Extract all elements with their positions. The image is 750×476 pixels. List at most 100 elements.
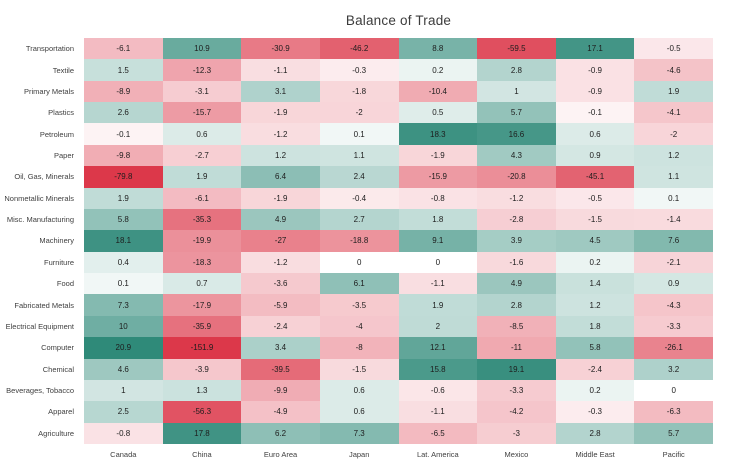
heatmap-cell[interactable]: -4.6	[634, 59, 713, 81]
heatmap-cell[interactable]: 10.9	[162, 38, 242, 60]
heatmap-cell[interactable]: 1.5	[84, 59, 163, 81]
heatmap-cell[interactable]: -151.9	[162, 337, 242, 359]
heatmap-cell[interactable]: 3.2	[634, 358, 713, 380]
heatmap-cell[interactable]: -1.6	[477, 251, 556, 274]
heatmap-cell[interactable]: -4.2	[477, 401, 556, 423]
heatmap-cell[interactable]: 0.1	[319, 123, 399, 145]
heatmap-cell[interactable]: -2	[319, 102, 399, 124]
heatmap-cell[interactable]: -0.1	[84, 123, 163, 145]
heatmap-cell[interactable]: 6.4	[241, 166, 320, 188]
heatmap-cell[interactable]: -1.4	[634, 208, 713, 231]
heatmap-cell[interactable]: 7.3	[84, 294, 163, 316]
heatmap-cell[interactable]: -35.3	[162, 208, 242, 231]
heatmap-cell[interactable]: -2.7	[162, 144, 242, 167]
heatmap-cell[interactable]: -30.9	[241, 38, 320, 60]
heatmap-cell[interactable]: -0.6	[398, 379, 478, 402]
heatmap-cell[interactable]: -56.3	[162, 401, 242, 423]
heatmap-cell[interactable]: 0.4	[84, 251, 163, 274]
heatmap-cell[interactable]: 2.7	[319, 208, 399, 231]
heatmap-cell[interactable]: 18.3	[398, 123, 478, 145]
heatmap-cell[interactable]: 2.4	[319, 166, 399, 188]
heatmap-cell[interactable]: 1.9	[634, 80, 713, 103]
heatmap-cell[interactable]: -1.1	[241, 59, 320, 81]
heatmap-cell[interactable]: 1.8	[555, 315, 635, 338]
heatmap-cell[interactable]: 0.9	[555, 144, 635, 167]
heatmap-cell[interactable]: 1.8	[398, 208, 478, 231]
heatmap-cell[interactable]: 0.2	[555, 379, 635, 402]
heatmap-cell[interactable]: 0.6	[319, 379, 399, 402]
heatmap-cell[interactable]: -1.5	[555, 208, 635, 231]
heatmap-cell[interactable]: 1	[477, 80, 556, 103]
heatmap-cell[interactable]: -6.3	[634, 401, 713, 423]
heatmap-cell[interactable]: -1.9	[241, 102, 320, 124]
heatmap-cell[interactable]: -6.1	[162, 187, 242, 209]
heatmap-cell[interactable]: -3.9	[162, 358, 242, 380]
heatmap-cell[interactable]: -0.9	[555, 59, 635, 81]
heatmap-cell[interactable]: 2.5	[84, 401, 163, 423]
heatmap-cell[interactable]: -10.4	[398, 80, 478, 103]
heatmap-cell[interactable]: 7.6	[634, 230, 713, 252]
heatmap-cell[interactable]: -1.5	[319, 358, 399, 380]
heatmap-cell[interactable]: -59.5	[477, 38, 556, 60]
heatmap-cell[interactable]: -4	[319, 315, 399, 338]
heatmap-cell[interactable]: 5.7	[634, 422, 713, 444]
heatmap-cell[interactable]: 0.2	[398, 59, 478, 81]
heatmap-cell[interactable]: 1.1	[634, 166, 713, 188]
heatmap-cell[interactable]: -12.3	[162, 59, 242, 81]
heatmap-cell[interactable]: -15.9	[398, 166, 478, 188]
heatmap-cell[interactable]: 5.8	[555, 337, 635, 359]
heatmap-cell[interactable]: 15.8	[398, 358, 478, 380]
heatmap-cell[interactable]: 17.8	[162, 422, 242, 444]
heatmap-cell[interactable]: -3.1	[162, 80, 242, 103]
heatmap-cell[interactable]: 2.6	[84, 102, 163, 124]
heatmap-cell[interactable]: 4.6	[84, 358, 163, 380]
heatmap-cell[interactable]: 2	[398, 315, 478, 338]
heatmap-cell[interactable]: -46.2	[319, 38, 399, 60]
heatmap-cell[interactable]: 9.1	[398, 230, 478, 252]
heatmap-cell[interactable]: -1.1	[398, 273, 478, 295]
heatmap-cell[interactable]: -3.6	[241, 273, 320, 295]
heatmap-cell[interactable]: 1.1	[319, 144, 399, 167]
heatmap-cell[interactable]: -1.2	[241, 251, 320, 274]
heatmap-cell[interactable]: -2.8	[477, 208, 556, 231]
heatmap-cell[interactable]: 0.2	[555, 251, 635, 274]
heatmap-cell[interactable]: -1.8	[319, 80, 399, 103]
heatmap-cell[interactable]: -4.9	[241, 401, 320, 423]
heatmap-cell[interactable]: 1	[84, 379, 163, 402]
heatmap-cell[interactable]: 1.2	[241, 144, 320, 167]
heatmap-cell[interactable]: 6.2	[241, 422, 320, 444]
heatmap-cell[interactable]: 5.8	[84, 208, 163, 231]
heatmap-cell[interactable]: -0.9	[555, 80, 635, 103]
heatmap-cell[interactable]: 0.6	[319, 401, 399, 423]
heatmap-cell[interactable]: -5.9	[241, 294, 320, 316]
heatmap-cell[interactable]: -3.3	[477, 379, 556, 402]
heatmap-cell[interactable]: -18.8	[319, 230, 399, 252]
heatmap-cell[interactable]: 1.9	[84, 187, 163, 209]
heatmap-cell[interactable]: -0.8	[84, 422, 163, 444]
heatmap-cell[interactable]: 12.1	[398, 337, 478, 359]
heatmap-cell[interactable]: -9.8	[84, 144, 163, 167]
heatmap-cell[interactable]: 0.6	[162, 123, 242, 145]
heatmap-cell[interactable]: -18.3	[162, 251, 242, 274]
heatmap-cell[interactable]: 1.9	[162, 166, 242, 188]
heatmap-cell[interactable]: 0.7	[162, 273, 242, 295]
heatmap-cell[interactable]: 4.9	[241, 208, 320, 231]
heatmap-cell[interactable]: 1.2	[555, 294, 635, 316]
heatmap-cell[interactable]: 17.1	[555, 38, 635, 60]
heatmap-cell[interactable]: -9.9	[241, 379, 320, 402]
heatmap-cell[interactable]: 0.9	[634, 273, 713, 295]
heatmap-cell[interactable]: -8	[319, 337, 399, 359]
heatmap-cell[interactable]: 0.5	[398, 102, 478, 124]
heatmap-cell[interactable]: -19.9	[162, 230, 242, 252]
heatmap-cell[interactable]: -4.1	[634, 102, 713, 124]
heatmap-cell[interactable]: -8.5	[477, 315, 556, 338]
heatmap-cell[interactable]: 0	[398, 251, 478, 274]
heatmap-cell[interactable]: -2.4	[555, 358, 635, 380]
heatmap-cell[interactable]: 2.8	[477, 294, 556, 316]
heatmap-cell[interactable]: 6.1	[319, 273, 399, 295]
heatmap-cell[interactable]: -0.3	[555, 401, 635, 423]
heatmap-cell[interactable]: 0.1	[84, 273, 163, 295]
heatmap-cell[interactable]: 3.1	[241, 80, 320, 103]
heatmap-cell[interactable]: 18.1	[84, 230, 163, 252]
heatmap-cell[interactable]: -15.7	[162, 102, 242, 124]
